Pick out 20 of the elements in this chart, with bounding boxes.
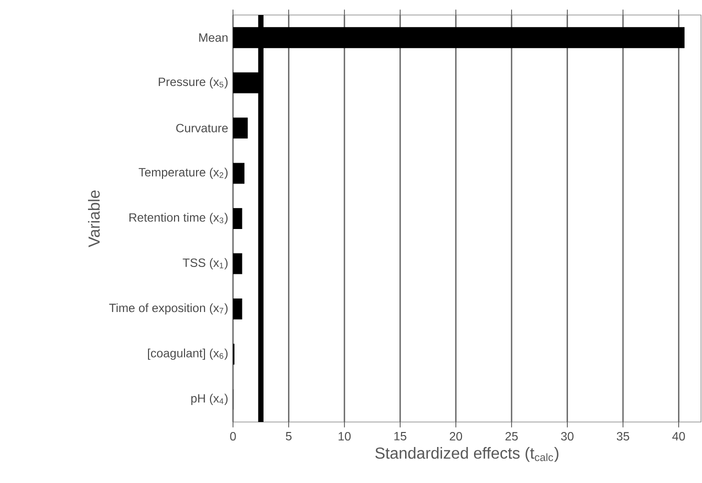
y-tick-label: Time of exposition (x$_{7}$) (109, 303, 228, 315)
x-tick-label: 15 (394, 432, 406, 440)
x-tick-label: 0 (230, 432, 236, 441)
y-axis-title: Variable (88, 190, 100, 248)
y-tick-label: Curvature (176, 124, 228, 132)
y-tick-label: Mean (199, 33, 228, 42)
x-tick-label: 40 (672, 432, 685, 441)
x-tick-label: 5 (286, 432, 292, 440)
y-tick-label: [coagulant] (x$_{6}$) (148, 348, 228, 360)
x-tick-label: 30 (561, 432, 574, 441)
y-tick-label: Pressure (x$_{5}$) (158, 77, 228, 88)
x-tick-label: 10 (338, 432, 351, 441)
y-tick-label: pH (x$_{4}$) (191, 394, 228, 405)
y-tick-label: TSS (x$_{1}$) (182, 258, 228, 270)
x-tick-label: 20 (450, 432, 462, 441)
x-tick-label: 25 (506, 432, 518, 441)
y-tick-label: Retention time (x$_{3}$) (129, 212, 228, 224)
x-axis-title: Standardized effects (t$_{calc}$) (375, 447, 558, 462)
y-tick-label: Temperature (x$_{2}$) (138, 168, 228, 179)
x-tick-label: 35 (616, 432, 630, 441)
